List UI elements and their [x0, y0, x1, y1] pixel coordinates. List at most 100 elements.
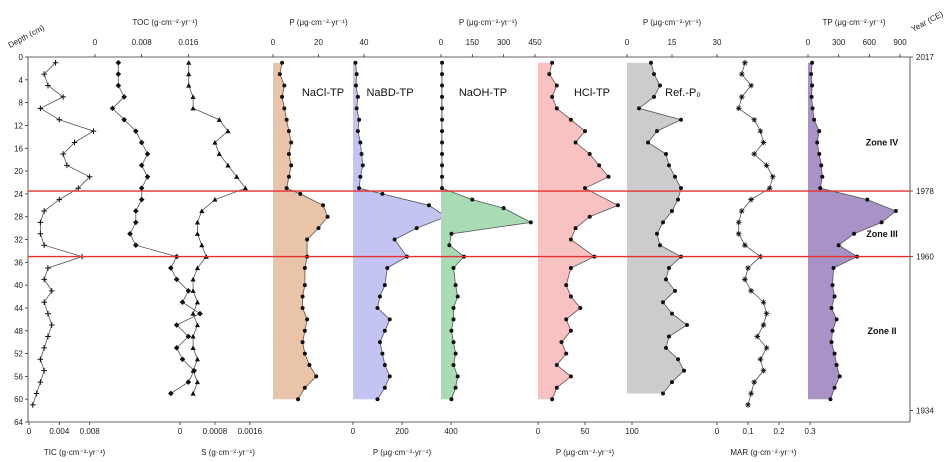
data-point [382, 328, 387, 333]
data-point [834, 362, 839, 367]
panel-s: 0 0.0008 0.0016 S (g·cm⁻²·yr⁻¹) [178, 60, 263, 457]
panel-tp: 0 300 600 900 TP (μg·cm⁻²·yr⁻¹) [806, 18, 907, 402]
data-point [739, 208, 745, 214]
data-point [354, 72, 359, 77]
data-point [90, 128, 97, 134]
data-point [185, 379, 192, 385]
data-point [440, 94, 445, 99]
data-point [426, 203, 431, 208]
data-point [440, 60, 445, 65]
axis-title: P (μg·cm⁻²·yr⁻¹) [459, 18, 518, 27]
depth-tick-label: 20 [14, 167, 23, 176]
data-point [133, 219, 139, 226]
data-point [836, 243, 841, 248]
data-point [652, 72, 656, 77]
data-point [745, 265, 751, 271]
data-point [173, 276, 180, 283]
tick-label: 300 [832, 38, 846, 47]
data-point [190, 276, 196, 282]
data-point [355, 129, 360, 134]
data-point [832, 294, 837, 299]
data-point [453, 351, 458, 356]
data-point [300, 305, 305, 310]
data-point [661, 300, 665, 305]
data-point [735, 230, 742, 237]
data-point [661, 391, 665, 396]
panel-hcl: 0 50 100 P (μg·cm⁻²·yr⁻¹) HCl-TP [536, 60, 639, 457]
data-point [828, 397, 833, 402]
panel-nabd-area [353, 62, 447, 400]
data-point [234, 174, 240, 179]
data-point [455, 374, 460, 379]
axis-title: P (μg·cm⁻²·yr⁻¹) [373, 448, 432, 457]
data-point [60, 151, 66, 157]
axis-title: P (μg·cm⁻²·yr⁻¹) [556, 448, 615, 457]
data-point [190, 288, 196, 293]
data-point [449, 328, 454, 333]
data-point [307, 362, 312, 367]
data-point [819, 163, 824, 168]
panel-label: NaBD-TP [366, 87, 413, 99]
tick-label: 0.3 [804, 427, 816, 436]
depth-tick-label: 8 [19, 99, 24, 108]
data-point [568, 328, 573, 333]
data-point [199, 208, 205, 214]
data-point [115, 82, 122, 89]
data-point [679, 186, 683, 191]
panel-ref-line [638, 62, 688, 394]
panel-toc-line [111, 62, 201, 394]
data-point [655, 129, 659, 134]
tick-label: 50 [581, 427, 590, 436]
data-point [440, 83, 445, 88]
data-point [173, 345, 180, 351]
data-point [810, 106, 815, 111]
data-point [763, 162, 770, 169]
data-point [597, 163, 602, 168]
data-point [41, 208, 47, 214]
depth-tick-label: 36 [14, 258, 23, 267]
data-point [739, 94, 745, 100]
data-point [667, 163, 671, 168]
data-point [296, 397, 301, 402]
data-point [359, 151, 364, 156]
data-point [809, 72, 814, 77]
tick-label: 0.008 [132, 38, 153, 47]
data-point [216, 117, 222, 122]
depth-tick-label: 60 [14, 395, 23, 404]
data-point [133, 208, 139, 214]
tick-label: 0.004 [49, 427, 70, 436]
tick-label: 600 [863, 38, 877, 47]
data-point [440, 117, 445, 122]
data-point [754, 333, 761, 340]
data-point [830, 283, 835, 288]
data-point [45, 333, 51, 340]
tick-label: 30 [713, 38, 722, 47]
data-point [451, 317, 456, 322]
data-point [194, 322, 201, 328]
data-point [133, 242, 139, 249]
data-point [186, 71, 192, 77]
data-point [564, 283, 569, 288]
data-point [138, 162, 145, 169]
data-point [455, 294, 460, 299]
data-point [382, 362, 387, 367]
data-point [353, 60, 358, 65]
data-point [440, 140, 445, 145]
data-point [56, 196, 63, 203]
data-point [382, 283, 387, 288]
data-point [664, 345, 668, 350]
data-point [812, 117, 817, 122]
data-point [829, 305, 834, 310]
data-point [568, 266, 573, 271]
data-point [667, 266, 671, 271]
data-point [355, 94, 360, 99]
data-point [770, 173, 776, 180]
data-point [676, 197, 680, 202]
data-point [298, 191, 303, 196]
data-point [679, 117, 683, 122]
data-point [45, 265, 51, 271]
data-point [289, 140, 294, 145]
data-point [817, 129, 822, 134]
tick-label: 900 [893, 38, 907, 47]
